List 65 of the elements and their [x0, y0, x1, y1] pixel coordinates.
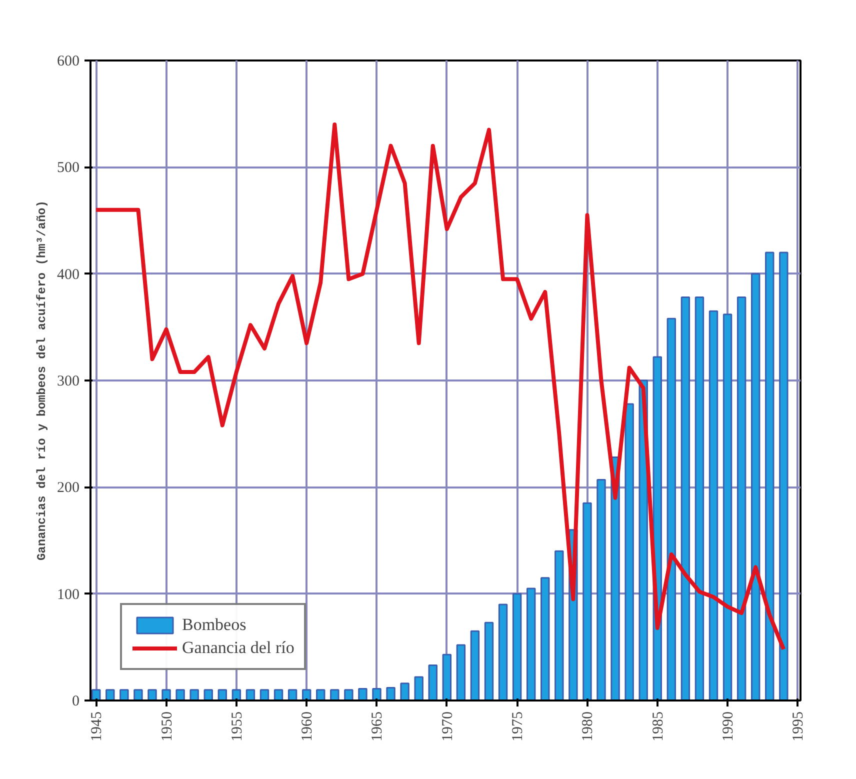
x-tick-label: 1995 — [790, 712, 807, 742]
x-tick-label: 1985 — [650, 712, 666, 742]
x-tick-label: 1950 — [159, 712, 176, 742]
x-tick-label: 1990 — [720, 712, 737, 742]
y-tick-label: 300 — [57, 374, 80, 390]
bar — [176, 689, 185, 700]
bar — [736, 296, 746, 700]
bar — [765, 252, 774, 700]
bar — [484, 622, 494, 700]
x-tick-label: 1975 — [510, 712, 526, 742]
bar — [750, 273, 760, 700]
bar — [190, 689, 199, 700]
y-tick-label: 600 — [57, 54, 80, 70]
x-tick-label: 1960 — [300, 712, 316, 742]
bar — [358, 688, 368, 700]
x-tick-label: 1980 — [580, 712, 596, 742]
bar — [582, 502, 592, 700]
x-tick-label: 1955 — [229, 712, 246, 742]
legend-label: Bombeos — [182, 615, 246, 635]
bar — [456, 644, 466, 700]
bar — [666, 318, 676, 700]
y-tick-label: 400 — [57, 266, 80, 283]
bar — [162, 689, 171, 700]
bar — [526, 588, 536, 700]
x-tick-label: 1970 — [440, 712, 456, 742]
bar — [722, 314, 732, 700]
bar — [372, 688, 382, 700]
bar — [218, 689, 228, 700]
bar — [428, 664, 438, 700]
bar — [694, 296, 704, 700]
bar — [204, 689, 213, 700]
x-tick-label: 1965 — [370, 712, 386, 742]
y-tick-label: 500 — [57, 160, 80, 176]
bar — [386, 686, 396, 700]
bar — [330, 689, 340, 700]
bar — [400, 682, 410, 700]
bar — [288, 689, 298, 700]
bar — [260, 689, 270, 700]
y-tick-label: 0 — [72, 694, 80, 710]
bar — [106, 689, 115, 700]
y-axis-title: Ganancias del río y bombeos del acuífero (hm³/año) — [35, 200, 49, 561]
bar — [680, 296, 690, 700]
y-tick-label: 200 — [57, 480, 80, 496]
bar — [624, 403, 634, 700]
legend-label: Ganancia del río — [182, 638, 294, 658]
bar — [246, 689, 256, 700]
bar — [554, 550, 564, 700]
bar — [274, 689, 284, 700]
bar — [470, 630, 480, 700]
bar — [344, 689, 354, 700]
bar — [596, 478, 606, 700]
bar — [708, 310, 718, 700]
bar — [316, 689, 326, 700]
bar — [148, 689, 157, 700]
bar — [442, 654, 452, 700]
bar — [134, 689, 143, 700]
bar — [779, 252, 788, 700]
line-series — [94, 122, 786, 652]
bar — [414, 676, 424, 700]
bar — [540, 577, 550, 700]
x-tick-label: 1945 — [89, 712, 106, 742]
y-tick-label: 100 — [57, 586, 80, 603]
bar — [498, 604, 508, 700]
bar — [512, 593, 522, 700]
bar — [120, 689, 129, 700]
